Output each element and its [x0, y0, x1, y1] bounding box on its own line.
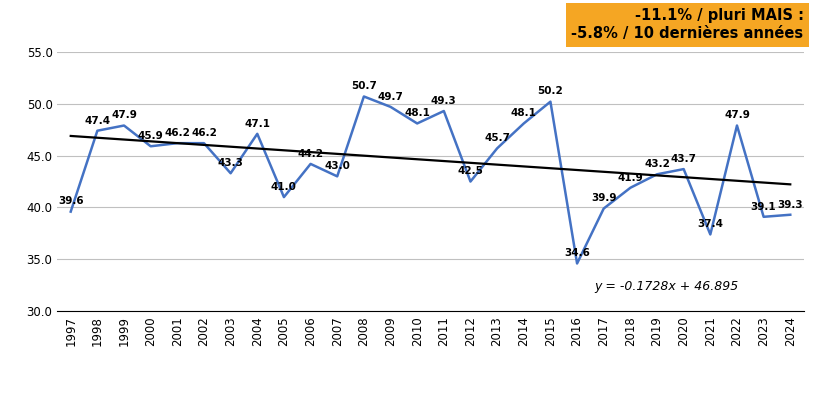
Text: 34.6: 34.6: [563, 248, 590, 258]
Text: 47.1: 47.1: [244, 119, 270, 128]
Text: 49.7: 49.7: [377, 92, 403, 102]
Text: 39.1: 39.1: [750, 201, 776, 211]
Text: 50.2: 50.2: [537, 87, 563, 97]
Text: 43.0: 43.0: [324, 161, 350, 171]
Text: 37.4: 37.4: [696, 219, 722, 229]
Text: 43.2: 43.2: [643, 159, 669, 169]
Text: 46.2: 46.2: [164, 128, 190, 138]
Text: 48.1: 48.1: [404, 108, 430, 118]
Text: 47.9: 47.9: [111, 111, 137, 120]
Text: 44.2: 44.2: [297, 149, 324, 159]
Text: 39.6: 39.6: [58, 196, 84, 206]
Text: 47.9: 47.9: [723, 111, 749, 120]
Text: 49.3: 49.3: [431, 96, 456, 106]
Text: 48.1: 48.1: [510, 108, 536, 118]
Text: 42.5: 42.5: [457, 166, 483, 176]
Text: 39.9: 39.9: [590, 194, 616, 203]
Text: 45.7: 45.7: [483, 133, 509, 143]
Text: 41.0: 41.0: [270, 182, 296, 192]
Text: 46.2: 46.2: [191, 128, 217, 138]
Text: 47.4: 47.4: [84, 116, 111, 126]
Text: -11.1% / pluri MAIS :
-5.8% / 10 dernières années: -11.1% / pluri MAIS : -5.8% / 10 dernièr…: [571, 8, 803, 41]
Text: 50.7: 50.7: [351, 81, 377, 91]
Text: 45.9: 45.9: [138, 131, 163, 141]
Text: 39.3: 39.3: [776, 200, 802, 209]
Text: 41.9: 41.9: [617, 173, 642, 183]
Text: 43.3: 43.3: [217, 158, 243, 168]
Text: 43.7: 43.7: [670, 154, 696, 164]
Text: y = -0.1728x + 46.895: y = -0.1728x + 46.895: [594, 280, 738, 293]
